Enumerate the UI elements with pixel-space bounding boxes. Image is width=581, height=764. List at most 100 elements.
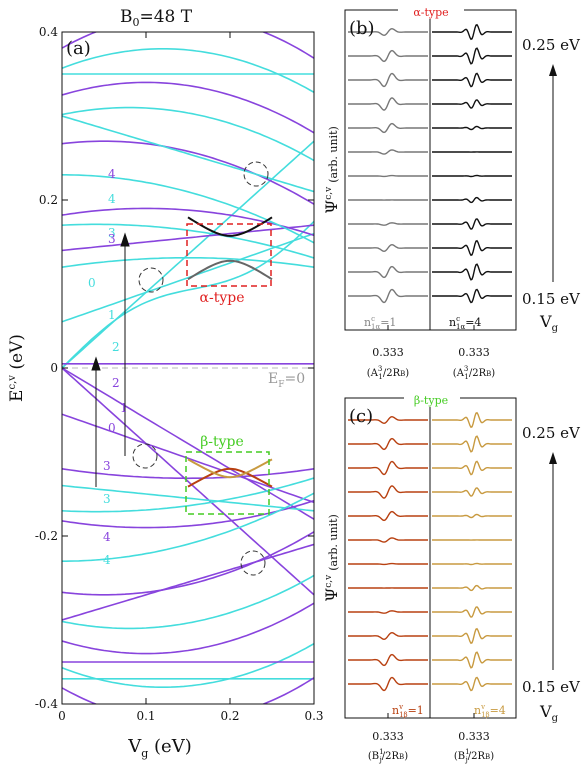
wavefunction-curve <box>348 97 428 111</box>
fermi-level-label: EF=0 <box>268 371 305 390</box>
band-curve <box>62 115 314 193</box>
crossing-circle <box>132 443 158 469</box>
alpha-inset: α-type <box>186 216 273 306</box>
band-curve <box>62 468 314 480</box>
wavefunction-curve <box>432 47 512 65</box>
arrowhead <box>120 232 130 247</box>
wavefunction-curve <box>348 653 428 667</box>
level-label: 3 <box>108 226 116 240</box>
panel-c-bottom-energy: 0.15 eV <box>522 678 581 696</box>
alpha-upper-curve <box>187 216 273 237</box>
panel-c-right-xlabel: (B1 j/2RB) <box>454 748 494 764</box>
wavefunction-curve <box>348 610 428 614</box>
level-label: 3 <box>103 459 111 473</box>
panel-c-right-tick: 0.333 <box>458 730 490 743</box>
wavefunction-curve <box>348 149 428 155</box>
panel-c-ylabel: Ψc,v(arb. unit) <box>322 514 341 602</box>
wavefunction-curve <box>348 122 428 134</box>
panel-a: 0 0.1 0.2 0.30.40.20-0.2-0.4 (a) Ec,v (eV) … <box>7 25 324 760</box>
level-label: 1 <box>120 401 128 415</box>
arrowhead <box>91 356 101 371</box>
panel-b-label: (b) <box>349 18 375 39</box>
level-label: 4 <box>103 530 111 544</box>
wavefunction-curve <box>432 23 512 41</box>
wavefunction-curve <box>348 27 428 37</box>
transition-arrows <box>91 232 130 487</box>
wavefunction-curve <box>348 72 428 88</box>
wavefunction-curve <box>432 263 512 281</box>
level-label: 4 <box>108 192 116 206</box>
band-curve <box>62 531 314 596</box>
crossing-circles <box>132 161 269 576</box>
wavefunction-curve <box>432 606 512 618</box>
panel-a-label: (a) <box>66 38 91 59</box>
alpha-box <box>186 223 272 287</box>
panel-c-left-xlabel: (B1 j/2RB) <box>368 748 408 764</box>
level-label: 3 <box>108 232 116 246</box>
wavefunction-curve <box>348 437 428 451</box>
band-curve <box>62 677 314 704</box>
panel-b-left-tick: 0.333 <box>372 346 404 359</box>
wavefunction-curve <box>348 174 428 178</box>
wavefunction-curve <box>348 537 428 543</box>
band-curve <box>62 477 314 513</box>
band-curve <box>62 413 314 504</box>
wavefunction-curve <box>348 415 428 425</box>
panel-b-left-xlabel: (A3 1/2RB) <box>367 365 409 381</box>
wavefunction-curve <box>432 562 512 566</box>
x-tick-label: 0.2 <box>220 709 239 723</box>
level-label: 1 <box>108 308 116 322</box>
panel-b-vg: Vg <box>539 312 559 334</box>
level-label: 2 <box>112 340 120 354</box>
level-label: 4 <box>108 167 116 181</box>
wavefunction-curve <box>348 631 428 641</box>
level-label: 0 <box>88 276 96 290</box>
panel-c: β-type (c) nv 1β=1 nv 1β=4 0.333 0.333 (B1… <box>322 393 581 764</box>
beta-inset: β-type <box>185 434 273 515</box>
band-curve <box>62 484 314 512</box>
band-curve <box>62 32 314 59</box>
wavefunction-curve <box>432 651 512 669</box>
band-curve <box>62 232 314 323</box>
level-label: 4 <box>103 553 111 567</box>
panel-b-right-xlabel: (A3 1/2RB) <box>453 365 495 381</box>
panel-c-left-n: nv 1β=1 <box>392 703 424 719</box>
beta-box <box>185 451 270 515</box>
wavefunction-curve <box>432 435 512 453</box>
panel-b-wavefunctions <box>348 23 512 304</box>
alpha-lower-curve <box>187 259 273 281</box>
panel-a-xlabel: Vg (eV) <box>127 736 191 760</box>
band-curve <box>62 224 314 252</box>
y-tick-label: -0.2 <box>35 529 58 543</box>
wavefunction-curve <box>348 288 428 304</box>
crossing-circle <box>138 267 164 293</box>
wavefunction-curve <box>432 72 512 88</box>
wavefunction-curve <box>432 99 512 109</box>
band-curve <box>62 257 314 268</box>
wavefunction-curve <box>432 125 512 131</box>
x-tick-label: 0.3 <box>304 709 323 723</box>
panel-b-ylabel: Ψc,v(arb. unit) <box>322 126 341 214</box>
band-curves <box>62 32 314 704</box>
wavefunction-curve <box>348 222 428 226</box>
wavefunction-curve <box>432 239 512 257</box>
wavefunction-curve <box>432 584 512 592</box>
wavefunction-curve <box>432 513 512 519</box>
band-curve <box>62 602 314 655</box>
panel-b-right-n: nc 1α=4 <box>449 315 481 331</box>
band-curve <box>62 140 314 205</box>
panel-a-ticks: 0 0.1 0.2 0.3 0.4 0.2 0 -0.2 -0.4 <box>35 25 324 723</box>
crossing-circle <box>243 161 269 187</box>
figure-title: B0=48 T <box>120 7 193 29</box>
panel-b-left-n: nc 1α=1 <box>364 315 396 331</box>
panel-c-wavefunctions <box>348 411 512 692</box>
panel-b-top-energy: 0.25 eV <box>522 36 581 54</box>
band-curve <box>62 174 314 244</box>
panel-b-right-tick: 0.333 <box>458 346 490 359</box>
band-curve <box>62 48 314 94</box>
wavefunction-curve <box>348 676 428 692</box>
band-curve <box>62 492 314 562</box>
panel-a-ylabel: Ec,v (eV) <box>7 334 27 402</box>
wavefunction-curve <box>432 218 512 230</box>
